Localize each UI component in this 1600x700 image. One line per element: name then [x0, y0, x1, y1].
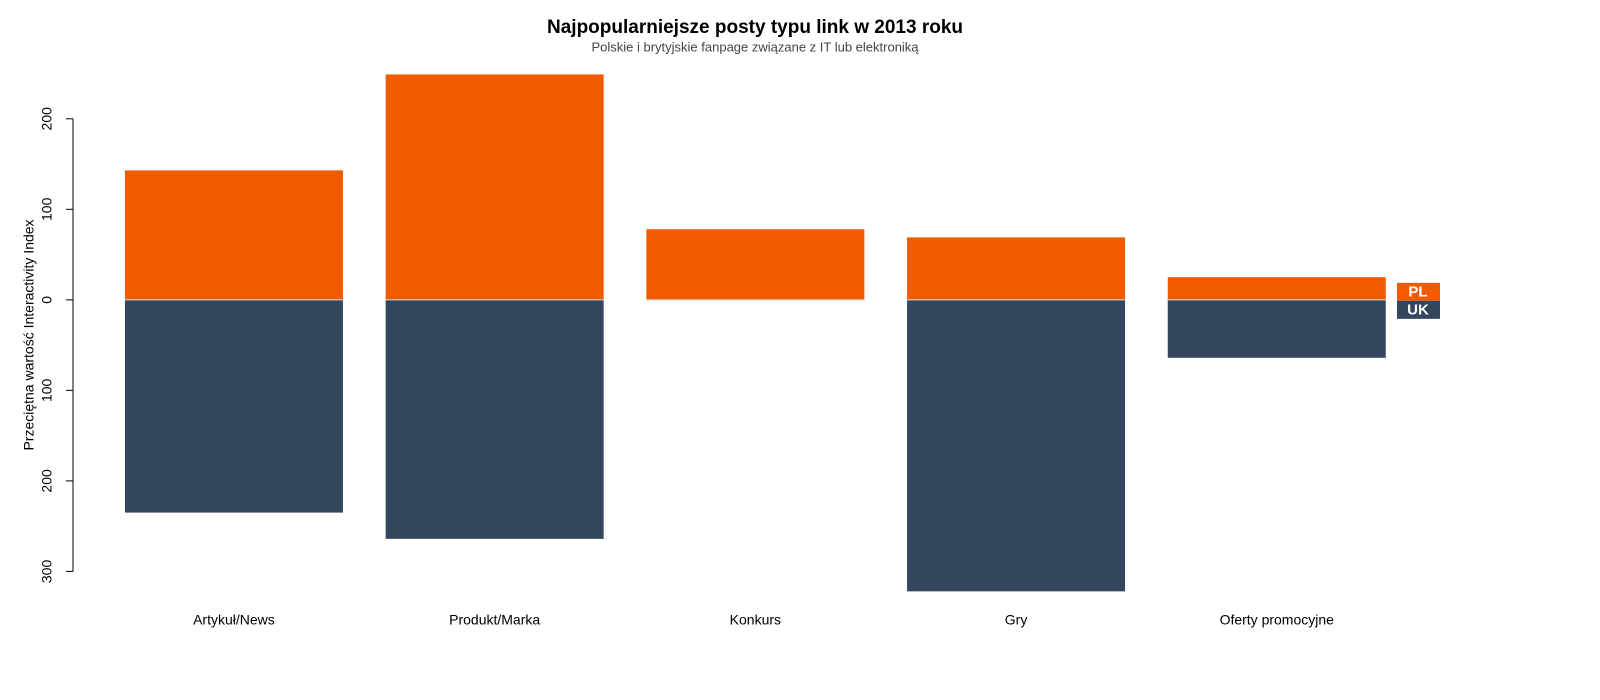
y-tick-label: 200 — [39, 107, 55, 131]
x-tick-label: Produkt/Marka — [449, 612, 540, 628]
x-tick-label: Konkurs — [730, 612, 781, 628]
y-tick-label: 300 — [39, 560, 55, 584]
x-tick-label: Artykuł/News — [193, 612, 275, 628]
y-tick-label: 200 — [39, 469, 55, 493]
bar — [907, 299, 1126, 592]
legend-swatch — [1397, 300, 1440, 319]
bar — [646, 229, 865, 300]
x-tick-label: Gry — [1005, 612, 1028, 628]
bar — [124, 170, 343, 300]
bar — [385, 74, 604, 300]
bar — [385, 299, 604, 539]
legend-swatch — [1397, 282, 1440, 301]
bar — [1167, 299, 1386, 358]
x-tick-label: Oferty promocyjne — [1220, 612, 1335, 628]
bar — [907, 237, 1126, 300]
y-tick-label: 100 — [39, 378, 55, 402]
bar — [124, 299, 343, 513]
legend-label: UK — [1407, 301, 1429, 318]
y-tick-label: 100 — [39, 197, 55, 221]
chart-title: Najpopularniejsze posty typu link w 2013… — [547, 17, 963, 38]
y-axis-label: Przeciętna wartość Interactivity Index — [21, 219, 37, 450]
chart-subtitle: Polskie i brytyjskie fanpage związane z … — [591, 39, 919, 54]
y-tick-label: 0 — [39, 296, 55, 304]
bar — [1167, 277, 1386, 300]
legend-label: PL — [1408, 283, 1427, 300]
